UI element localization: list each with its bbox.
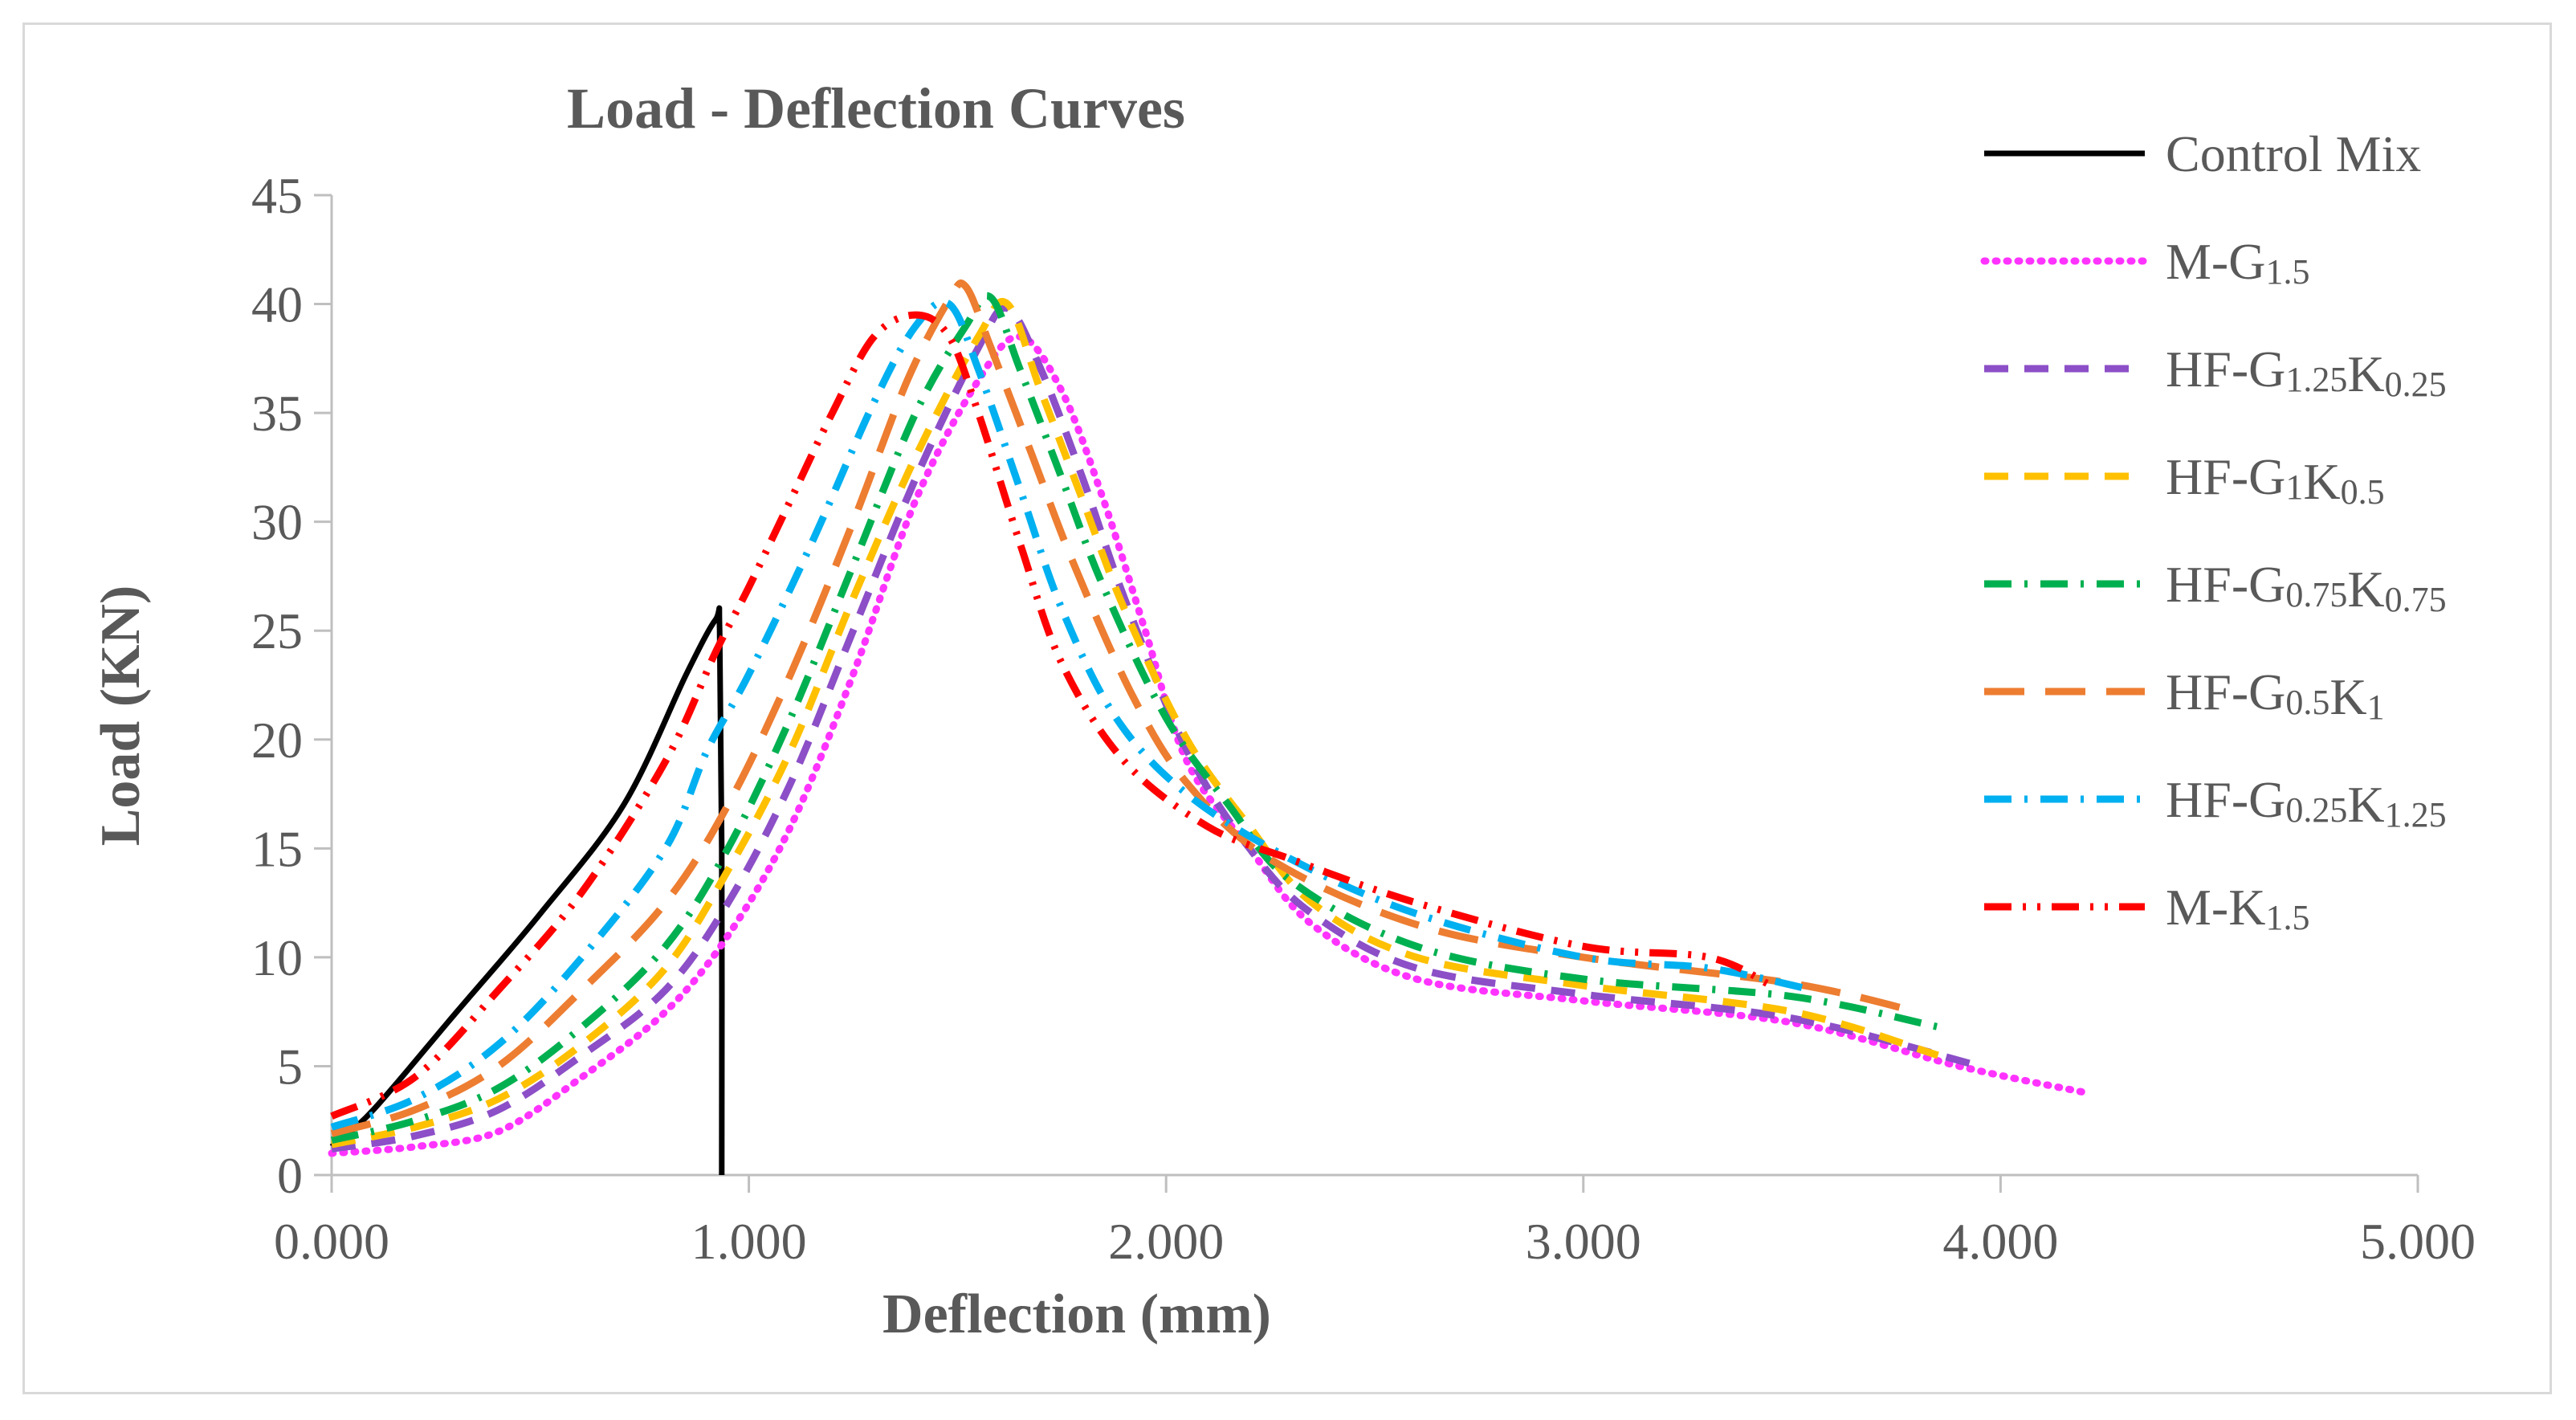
legend-label-control-mix: Control Mix — [2166, 125, 2421, 182]
x-tick-label: 3.000 — [1526, 1213, 1641, 1270]
series-line-hf-g0-5k1 — [330, 279, 1918, 1137]
legend-label-m-g1-5: M-G1.5 — [2166, 233, 2309, 292]
y-tick-label: 40 — [251, 276, 303, 333]
y-tick-label: 30 — [251, 494, 303, 551]
series-line-hf-g1k0-5 — [331, 298, 1939, 1149]
legend-label-hf-g0-5k1: HF-G0.5K1 — [2166, 663, 2385, 727]
y-tick-label: 35 — [251, 385, 303, 442]
x-tick-label: 2.000 — [1108, 1213, 1224, 1270]
series-line-control-mix — [329, 605, 725, 1176]
chart-frame: Load - Deflection Curves 0 5 10 15 20 25 30 35 4… — [22, 22, 2552, 1394]
legend-label-hf-g0-25k1-25: HF-G0.25K1.25 — [2166, 771, 2447, 834]
x-tick-label: 1.000 — [691, 1213, 807, 1270]
legend-label-hf-g0-75k0-75: HF-G0.75K0.75 — [2166, 556, 2447, 619]
series-line-hf-g1-25k0-25 — [331, 304, 1981, 1153]
series-line-m-g1-5 — [328, 333, 2088, 1157]
series-line-hf-g0-25k1-25 — [330, 298, 1814, 1131]
x-tick-label: 0.000 — [274, 1213, 389, 1270]
y-axis-label: Load (KN) — [90, 586, 152, 847]
series-line-m-k1-5 — [330, 311, 1773, 1120]
y-tick-label: 45 — [251, 167, 303, 224]
y-tick-label: 25 — [251, 602, 303, 659]
x-tick-label: 5.000 — [2360, 1213, 2476, 1270]
axes: 0 5 10 15 20 25 30 35 40 45 0.000 1.000 2.000 3.000 4.… — [251, 167, 2476, 1270]
x-tick-label: 4.000 — [1942, 1213, 2058, 1270]
y-tick-label: 0 — [277, 1147, 303, 1204]
series-group — [328, 279, 2088, 1176]
legend-label-hf-g1k0-5: HF-G1K0.5 — [2166, 448, 2385, 512]
legend-label-m-k1-5: M-K1.5 — [2166, 879, 2309, 937]
chart-title: Load - Deflection Curves — [567, 76, 1185, 141]
legend: Control Mix M-G1.5 HF-G1.25K0.25 HF-G1K0.5 H… — [1980, 125, 2447, 937]
y-tick-label: 20 — [251, 712, 303, 769]
y-tick-label: 15 — [251, 820, 303, 877]
y-tick-label: 5 — [277, 1038, 303, 1095]
load-deflection-chart: Load - Deflection Curves 0 5 10 15 20 25 30 35 4… — [90, 76, 2476, 1345]
legend-label-hf-g1-25k0-25: HF-G1.25K0.25 — [2166, 341, 2447, 404]
series-line-hf-g0-75k0-75 — [330, 292, 1939, 1144]
y-tick-label: 10 — [251, 929, 303, 986]
x-axis-label: Deflection (mm) — [882, 1283, 1271, 1345]
